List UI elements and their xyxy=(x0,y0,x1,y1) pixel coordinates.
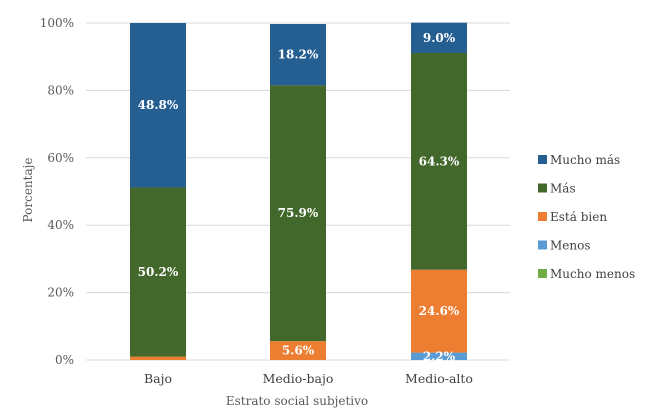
legend-swatch xyxy=(538,155,547,164)
bar-segment xyxy=(411,269,467,353)
legend-label: Más xyxy=(550,182,576,196)
bar-segment xyxy=(411,52,467,270)
bar-segment xyxy=(130,187,186,357)
data-label: 48.8% xyxy=(138,98,179,112)
y-tick-label: 40% xyxy=(47,218,74,232)
data-label: 75.9% xyxy=(278,206,319,220)
y-tick-label: 0% xyxy=(55,353,74,367)
legend: Mucho más Más Está bien Menos Mucho menos xyxy=(538,153,635,281)
y-tick-label: 20% xyxy=(47,286,74,300)
x-tick-label: Bajo xyxy=(144,371,172,386)
bar-segment xyxy=(130,23,186,188)
bar-segment xyxy=(411,352,467,360)
y-tick-label: 100% xyxy=(40,16,74,30)
legend-label: Está bien xyxy=(550,210,607,224)
legend-label: Mucho más xyxy=(550,153,620,167)
legend-label: Mucho menos xyxy=(550,267,635,281)
x-tick-label: Medio-alto xyxy=(405,371,473,386)
legend-swatch xyxy=(538,269,547,278)
bar-segment xyxy=(270,85,326,342)
bar-segment xyxy=(130,356,186,360)
bar-segment xyxy=(270,341,326,360)
bar-segment xyxy=(270,24,326,86)
bar-segment xyxy=(411,22,467,53)
legend-label: Menos xyxy=(550,239,591,253)
legend-swatch xyxy=(538,240,547,250)
legend-swatch xyxy=(538,212,547,221)
y-axis-title: Porcentaje xyxy=(21,158,35,223)
data-label: 18.2% xyxy=(278,48,319,62)
data-label: 64.3% xyxy=(419,154,460,168)
x-axis-ticks: Bajo Medio-bajo Medio-alto xyxy=(144,371,473,386)
bars xyxy=(130,22,467,360)
x-axis-title: Estrato social subjetivo xyxy=(226,394,368,408)
data-label: 24.6% xyxy=(419,304,460,318)
y-tick-label: 80% xyxy=(47,83,74,97)
data-label: 9.0% xyxy=(423,31,456,45)
x-tick-label: Medio-bajo xyxy=(263,371,334,386)
data-label: 2.2% xyxy=(423,349,456,363)
y-axis-ticks: 0% 20% 40% 60% 80% 100% xyxy=(40,16,74,367)
legend-swatch xyxy=(538,183,547,193)
data-label: 5.6% xyxy=(282,344,315,358)
data-labels: 50.2% 48.8% 5.6% 75.9% 18.2% 2.2% 24.6% 64.3% 9.… xyxy=(138,31,460,363)
data-label: 50.2% xyxy=(138,265,179,279)
y-tick-label: 60% xyxy=(47,151,74,165)
